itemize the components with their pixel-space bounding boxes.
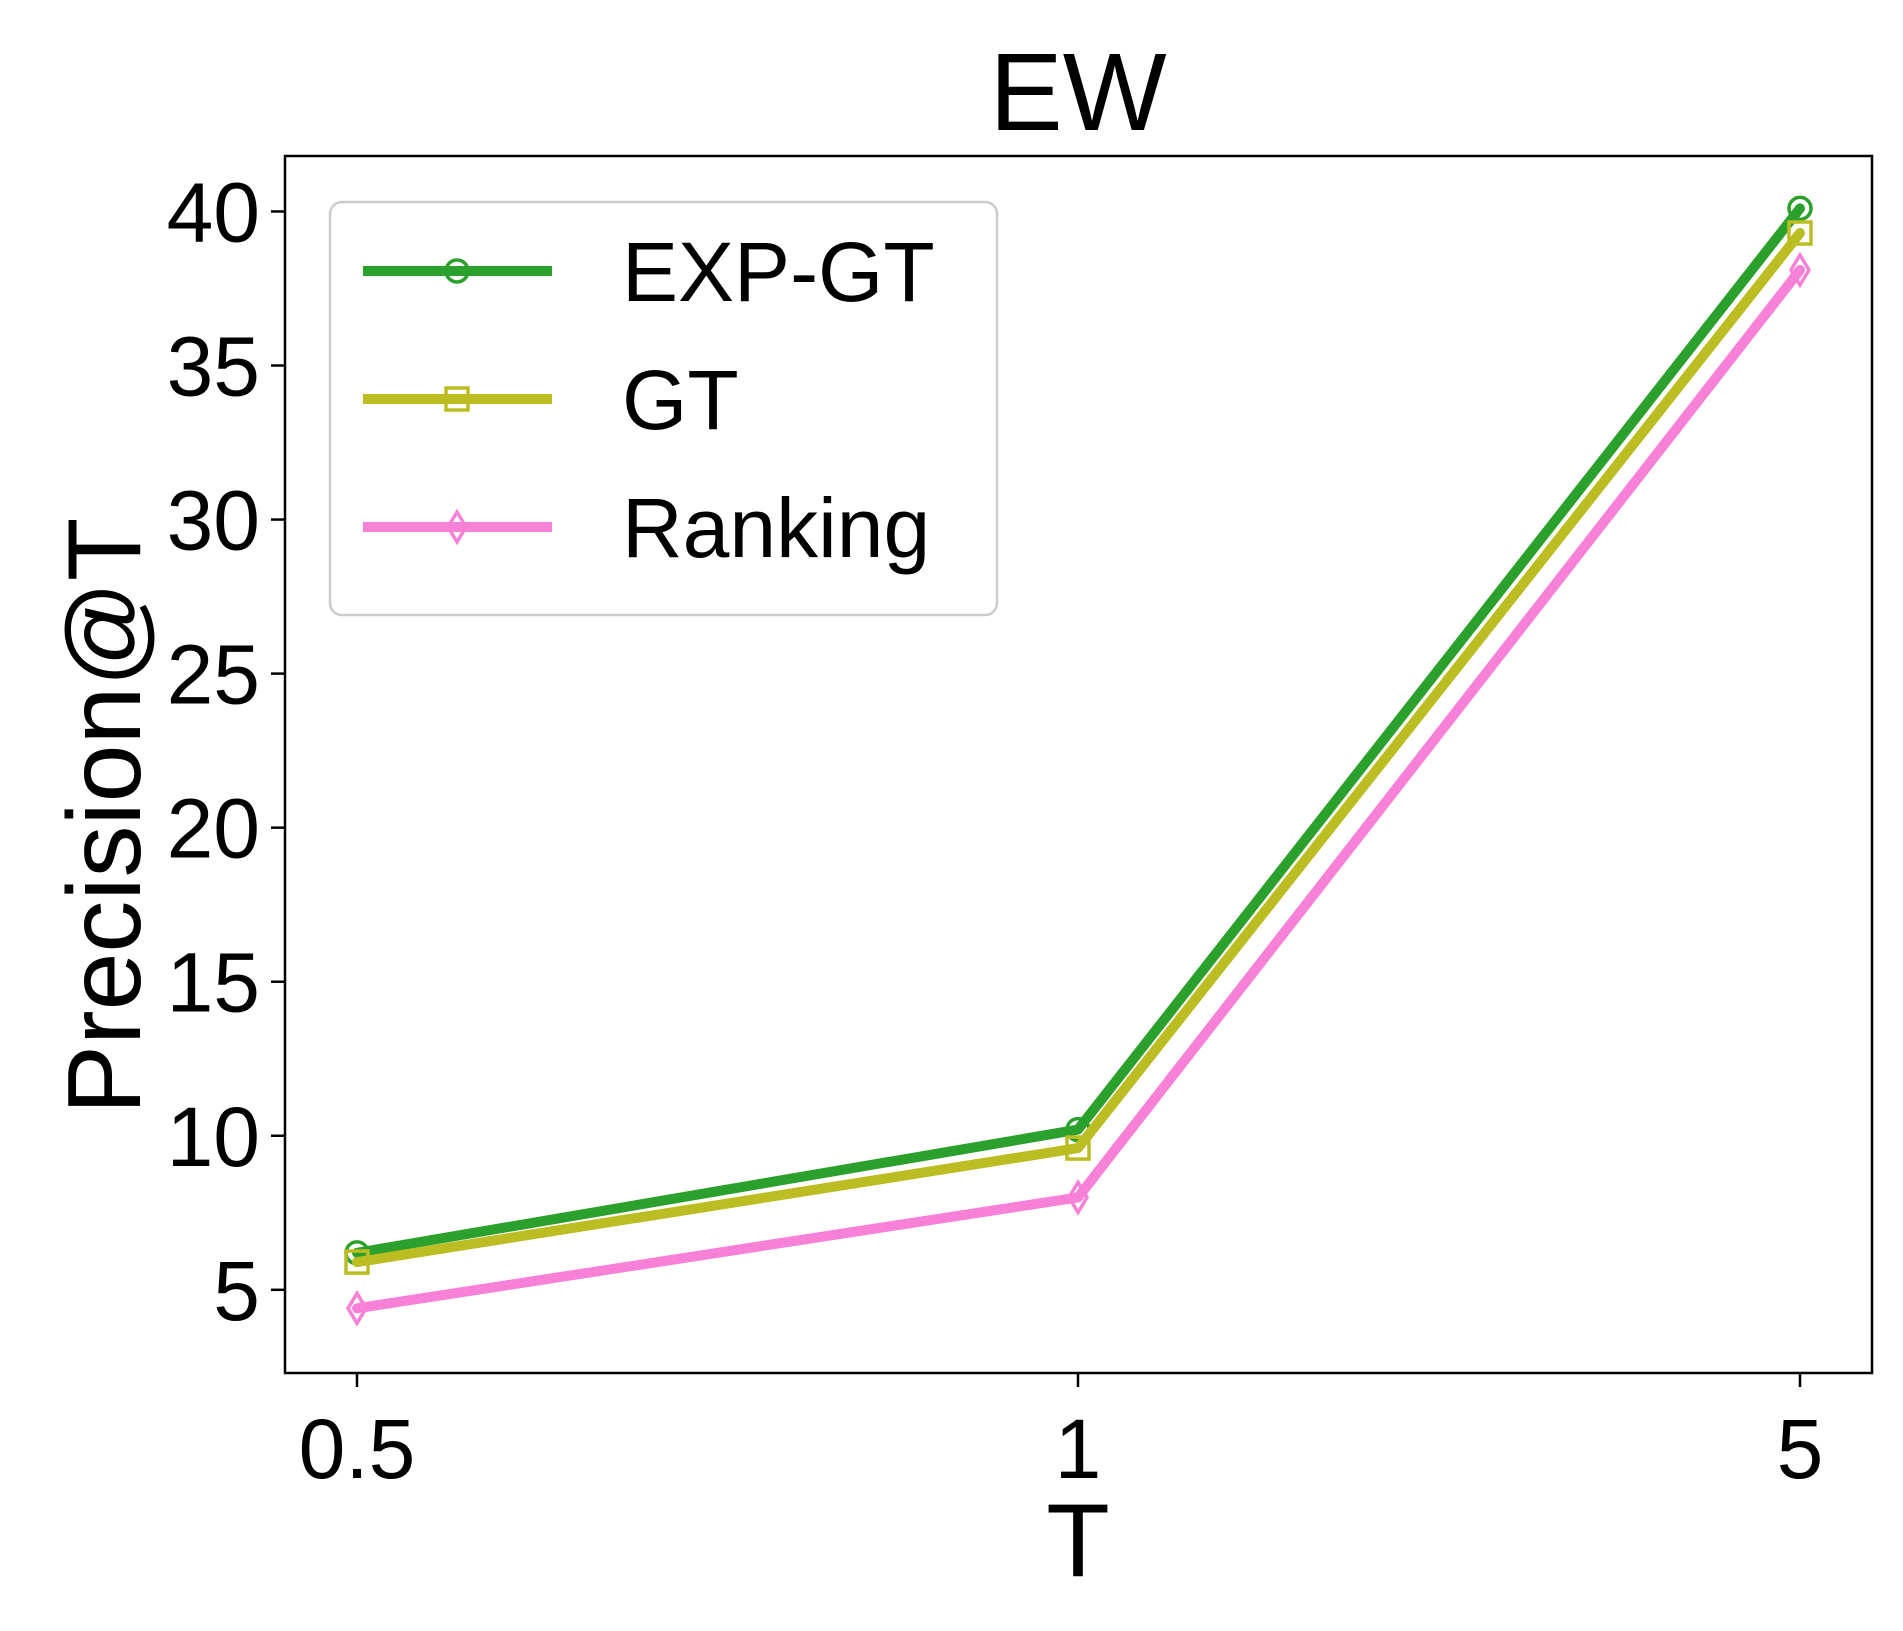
series-ranking	[345, 251, 1812, 1327]
y-tick-label: 40	[167, 165, 260, 259]
x-axis: 0.5 1 5	[299, 1373, 1824, 1496]
y-tick-label: 5	[213, 1244, 260, 1338]
series-line	[352, 264, 1805, 1314]
legend-label: GT	[622, 353, 739, 447]
x-axis-label: T	[1046, 1483, 1110, 1599]
series-gt	[344, 220, 1813, 1275]
legend-label: Ranking	[622, 481, 930, 575]
series-line	[352, 228, 1805, 1268]
y-tick-label: 35	[167, 320, 260, 414]
legend-item: Ranking	[363, 481, 930, 575]
y-tick-label: 25	[167, 628, 260, 722]
x-tick-label: 1	[1055, 1402, 1102, 1496]
y-axis-label: Precision@T	[47, 518, 163, 1115]
y-tick-label: 10	[167, 1090, 260, 1184]
legend-label: EXP-GT	[622, 225, 935, 319]
data-point	[344, 1249, 370, 1275]
data-point	[1788, 251, 1812, 289]
legend-marker	[445, 508, 469, 546]
data-point	[1787, 220, 1813, 246]
legend-marker	[444, 258, 470, 284]
data-point	[1787, 195, 1813, 222]
data-point	[1066, 1178, 1090, 1216]
legend-item: GT	[363, 353, 739, 447]
legend-marker	[444, 386, 470, 412]
chart-title: EW	[989, 31, 1166, 154]
data-point	[345, 1289, 369, 1327]
legend: EXP-GT GT Ranking	[328, 200, 999, 617]
x-tick-label: 0.5	[299, 1402, 416, 1496]
series-line	[352, 203, 1805, 1258]
legend-item: EXP-GT	[363, 225, 935, 319]
x-tick-label: 5	[1777, 1402, 1824, 1496]
data-point	[1065, 1135, 1091, 1161]
y-tick-label: 20	[167, 782, 260, 876]
y-tick-label: 30	[167, 474, 260, 568]
y-tick-label: 15	[167, 936, 260, 1030]
y-axis: 5 10 15 20 25 30 35 40	[167, 165, 285, 1338]
legend-box	[328, 200, 999, 617]
